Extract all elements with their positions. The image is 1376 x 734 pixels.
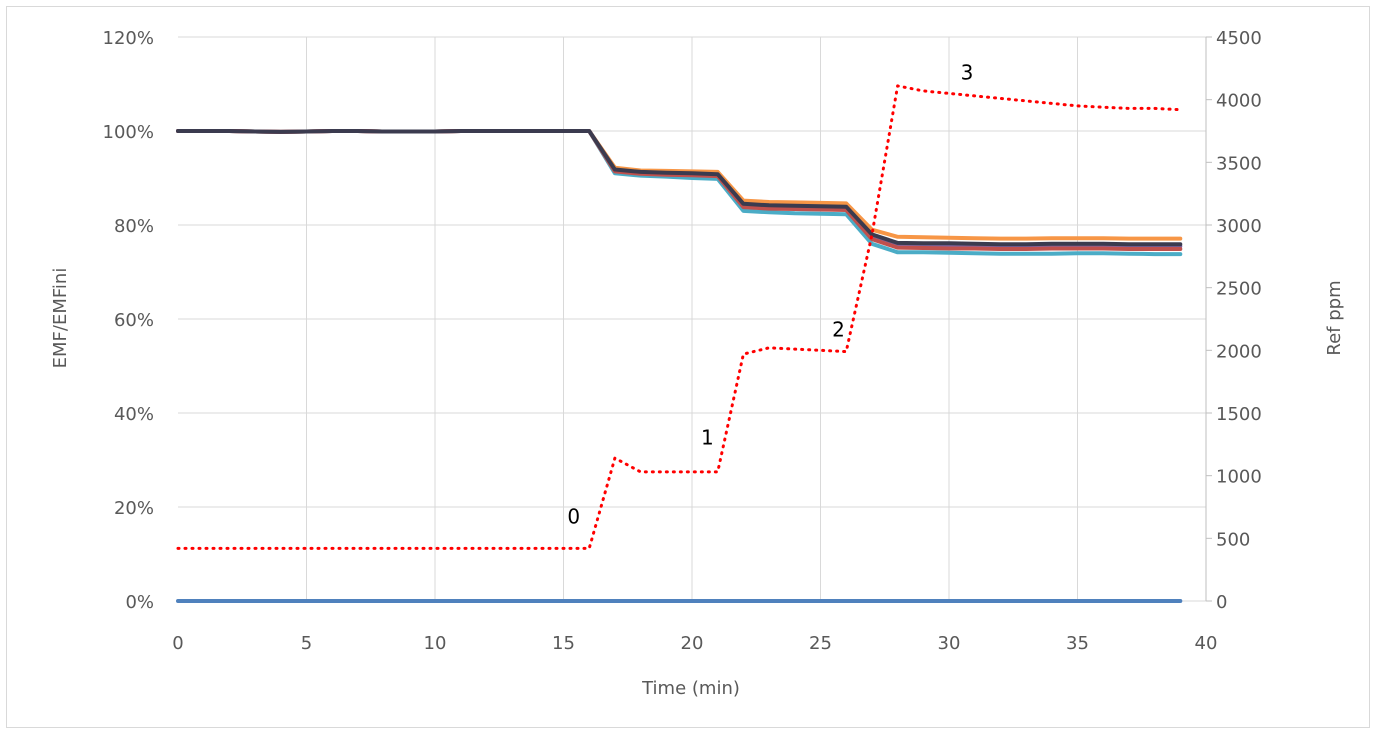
- y2-tick-label: 2000: [1216, 341, 1262, 362]
- gridlines: [178, 36, 1207, 602]
- y2-tick-label: 4000: [1216, 91, 1262, 112]
- series-line-ref-ppm: [176, 84, 1182, 550]
- x-axis-label: Time (min): [641, 678, 740, 699]
- axes: 0 5 10 15 20 25 30 35 400%20%40%60%80%100%120%05…: [103, 28, 1262, 654]
- x-tick-label: 15: [552, 633, 575, 654]
- y2-tick-label: 4500: [1216, 28, 1262, 49]
- series-line-3: [176, 129, 1183, 249]
- y2-tick-label: 2500: [1216, 279, 1262, 300]
- x-tick-label: 0: [172, 633, 183, 654]
- y-tick-label: 20%: [114, 498, 154, 519]
- y2-tick-label: 1500: [1216, 404, 1262, 425]
- y-tick-label: 120%: [103, 28, 154, 49]
- chart-area: [6, 6, 1370, 728]
- y-tick-label: 100%: [103, 122, 154, 143]
- series-line-5: [176, 129, 1183, 247]
- y2-tick-label: 0: [1216, 592, 1227, 613]
- annotation-label: 2: [832, 318, 845, 342]
- y-tick-label: 60%: [114, 310, 154, 331]
- y-tick-label: 40%: [114, 404, 154, 425]
- y2-tick-label: 500: [1216, 529, 1250, 550]
- y2-tick-label: 3500: [1216, 153, 1262, 174]
- y-axis-label: EMF/EMFini: [50, 268, 71, 369]
- x-tick-label: 35: [1066, 633, 1089, 654]
- annotations: 0 1 2 3: [567, 61, 973, 529]
- y2-tick-label: 1000: [1216, 467, 1262, 488]
- x-tick-label: 40: [1195, 633, 1218, 654]
- annotation-label: 1: [701, 425, 714, 449]
- x-tick-label: 25: [809, 633, 832, 654]
- series-line-4: [176, 129, 1183, 251]
- series-line-2: [176, 129, 1183, 241]
- y2-tick-label: 3000: [1216, 216, 1262, 237]
- series-group: [176, 84, 1183, 603]
- annotation-label: 0: [567, 504, 580, 528]
- x-tick-label: 10: [424, 633, 447, 654]
- annotation-label: 3: [961, 61, 974, 85]
- y2-axis-label: Ref ppm: [1324, 280, 1345, 355]
- y-tick-label: 0%: [125, 592, 154, 613]
- x-tick-label: 30: [938, 633, 961, 654]
- y-tick-label: 80%: [114, 216, 154, 237]
- series-line-1: [176, 129, 1183, 257]
- x-tick-label: 5: [301, 633, 312, 654]
- x-tick-label: 20: [681, 633, 704, 654]
